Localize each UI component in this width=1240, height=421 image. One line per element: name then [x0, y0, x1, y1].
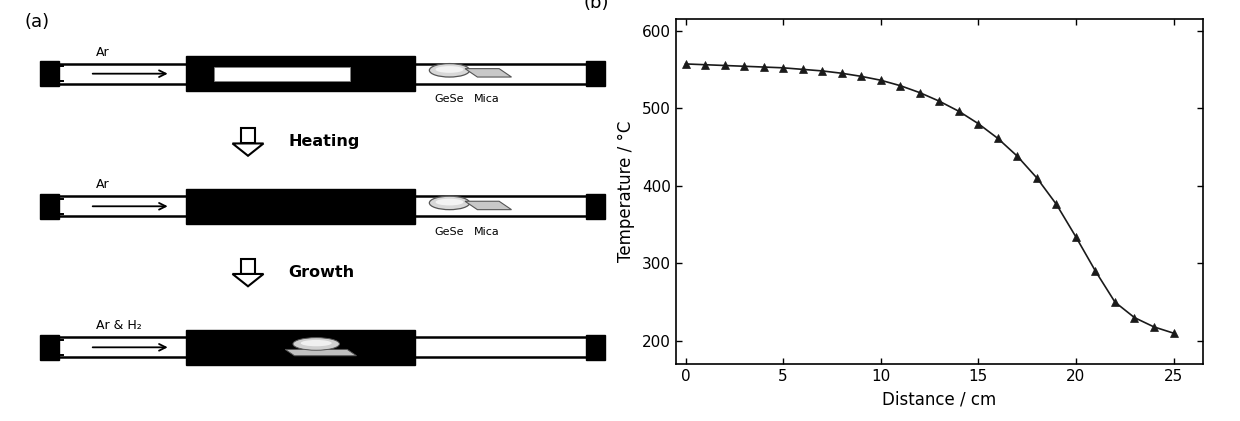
Polygon shape [233, 274, 263, 286]
Polygon shape [465, 69, 511, 77]
Bar [215, 67, 351, 81]
Bar [40, 194, 60, 219]
Ellipse shape [435, 199, 464, 205]
Ellipse shape [429, 64, 470, 77]
Text: Ar: Ar [97, 178, 109, 191]
Bar [585, 61, 605, 86]
Bar [241, 128, 255, 144]
Polygon shape [285, 349, 357, 356]
Polygon shape [233, 144, 263, 156]
Bar [585, 194, 605, 219]
Bar [186, 330, 415, 365]
Bar [40, 335, 60, 360]
Text: Growth: Growth [288, 265, 355, 280]
X-axis label: Distance / cm: Distance / cm [882, 391, 997, 409]
Text: GeSe: GeSe [435, 227, 464, 237]
Bar [40, 61, 60, 86]
Text: Ar & H₂: Ar & H₂ [97, 319, 141, 332]
Y-axis label: Temperature / °C: Temperature / °C [618, 121, 635, 262]
Ellipse shape [435, 66, 464, 73]
Text: (b): (b) [584, 0, 609, 12]
Bar [186, 56, 415, 91]
Text: Heating: Heating [288, 134, 360, 149]
Text: Mica: Mica [474, 94, 500, 104]
Text: Ar: Ar [97, 45, 109, 59]
Bar [585, 335, 605, 360]
Bar [241, 259, 255, 274]
Text: (a): (a) [25, 13, 50, 31]
Text: GeSe: GeSe [435, 94, 464, 104]
Ellipse shape [293, 338, 340, 350]
Polygon shape [465, 201, 511, 210]
Bar [186, 189, 415, 224]
Ellipse shape [429, 196, 470, 210]
Ellipse shape [300, 340, 332, 346]
Text: Mica: Mica [474, 227, 500, 237]
